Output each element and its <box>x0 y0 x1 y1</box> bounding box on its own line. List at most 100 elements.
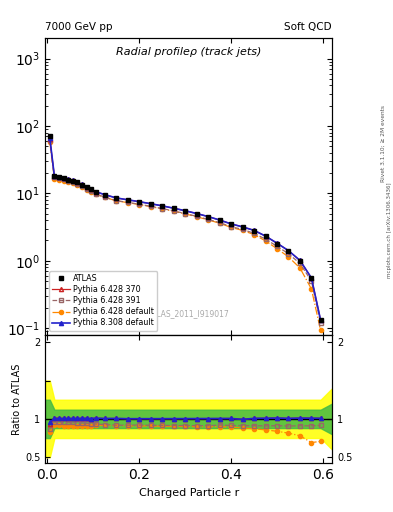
Pythia 6.428 391 <box>114 198 119 204</box>
ATLAS <box>103 192 107 198</box>
Line: Pythia 6.428 391: Pythia 6.428 391 <box>48 138 323 325</box>
Pythia 6.428 370 <box>286 248 291 254</box>
ATLAS <box>217 217 222 223</box>
Pythia 6.428 370 <box>183 208 187 214</box>
Pythia 6.428 370 <box>318 317 323 323</box>
Text: Soft QCD: Soft QCD <box>285 22 332 32</box>
ATLAS <box>275 241 279 247</box>
ATLAS <box>240 224 245 230</box>
ATLAS <box>93 189 98 195</box>
Pythia 8.308 default <box>194 210 199 217</box>
Text: Radial profileρ (track jets): Radial profileρ (track jets) <box>116 47 261 57</box>
ATLAS <box>298 258 302 264</box>
Pythia 6.428 default <box>70 180 75 186</box>
Pythia 6.428 370 <box>75 179 80 185</box>
Pythia 6.428 391 <box>229 224 233 230</box>
Text: 7000 GeV pp: 7000 GeV pp <box>45 22 113 32</box>
Pythia 6.428 default <box>57 177 61 183</box>
Pythia 6.428 391 <box>75 181 80 187</box>
Pythia 8.308 default <box>103 191 107 198</box>
Pythia 6.428 default <box>61 178 66 184</box>
Pythia 6.428 default <box>93 191 98 198</box>
Pythia 8.308 default <box>263 233 268 239</box>
Pythia 6.428 370 <box>61 175 66 181</box>
Pythia 6.428 370 <box>114 195 119 201</box>
Pythia 6.428 391 <box>57 175 61 181</box>
Pythia 6.428 370 <box>263 233 268 239</box>
Pythia 6.428 default <box>66 179 70 185</box>
Pythia 6.428 391 <box>263 236 268 242</box>
Pythia 6.428 370 <box>137 199 141 205</box>
Pythia 8.308 default <box>125 197 130 203</box>
Pythia 6.428 default <box>286 254 291 260</box>
Pythia 6.428 391 <box>89 188 94 194</box>
ATLAS <box>75 179 80 185</box>
Pythia 6.428 391 <box>137 201 141 207</box>
Pythia 6.428 391 <box>298 261 302 267</box>
Pythia 6.428 391 <box>125 199 130 205</box>
Pythia 6.428 default <box>171 208 176 215</box>
Pythia 6.428 370 <box>149 201 153 207</box>
Pythia 8.308 default <box>52 173 57 179</box>
Pythia 8.308 default <box>89 186 94 192</box>
Pythia 6.428 370 <box>275 240 279 246</box>
Pythia 6.428 default <box>252 231 256 238</box>
Pythia 8.308 default <box>229 221 233 227</box>
Pythia 6.428 391 <box>252 230 256 237</box>
Pythia 6.428 370 <box>66 176 70 182</box>
Pythia 6.428 370 <box>79 181 84 187</box>
Line: Pythia 6.428 370: Pythia 6.428 370 <box>48 137 323 322</box>
Pythia 8.308 default <box>298 258 302 264</box>
ATLAS <box>52 173 57 179</box>
Pythia 6.428 391 <box>61 176 66 182</box>
Pythia 8.308 default <box>93 188 98 195</box>
Pythia 6.428 370 <box>298 258 302 264</box>
Pythia 6.428 391 <box>84 185 89 191</box>
ATLAS <box>194 210 199 217</box>
Pythia 6.428 391 <box>160 205 165 211</box>
ATLAS <box>114 195 119 201</box>
Pythia 6.428 391 <box>318 320 323 326</box>
Pythia 8.308 default <box>61 175 66 181</box>
Pythia 6.428 default <box>298 265 302 271</box>
Pythia 6.428 391 <box>183 210 187 217</box>
Pythia 6.428 391 <box>70 179 75 185</box>
Pythia 6.428 370 <box>52 173 57 179</box>
Pythia 6.428 default <box>52 176 57 182</box>
Pythia 6.428 default <box>125 200 130 206</box>
Pythia 6.428 391 <box>217 220 222 226</box>
Pythia 8.308 default <box>160 203 165 209</box>
Pythia 6.428 370 <box>206 214 211 220</box>
Pythia 6.428 391 <box>149 203 153 209</box>
Pythia 8.308 default <box>240 224 245 230</box>
Pythia 6.428 370 <box>309 275 314 281</box>
Pythia 6.428 default <box>194 214 199 220</box>
Text: Rivet 3.1.10; ≥ 2M events: Rivet 3.1.10; ≥ 2M events <box>381 105 386 182</box>
Pythia 8.308 default <box>75 179 80 185</box>
ATLAS <box>125 197 130 203</box>
Pythia 6.428 default <box>206 217 211 223</box>
ATLAS <box>84 184 89 190</box>
ATLAS <box>89 186 94 193</box>
Pythia 6.428 391 <box>93 191 98 197</box>
Pythia 6.428 391 <box>275 243 279 249</box>
ATLAS <box>309 275 314 281</box>
Pythia 8.308 default <box>48 135 52 141</box>
Pythia 6.428 370 <box>125 197 130 203</box>
X-axis label: Charged Particle r: Charged Particle r <box>138 488 239 498</box>
ATLAS <box>61 175 66 181</box>
Pythia 6.428 391 <box>79 183 84 189</box>
Pythia 8.308 default <box>318 317 323 323</box>
ATLAS <box>171 205 176 211</box>
Pythia 6.428 default <box>240 227 245 233</box>
Pythia 6.428 default <box>149 204 153 210</box>
Pythia 6.428 391 <box>194 214 199 220</box>
Pythia 8.308 default <box>70 177 75 183</box>
Pythia 6.428 default <box>103 195 107 201</box>
Pythia 6.428 370 <box>194 210 199 217</box>
ATLAS <box>206 214 211 220</box>
ATLAS <box>160 203 165 209</box>
Pythia 8.308 default <box>57 174 61 180</box>
ATLAS <box>137 199 141 205</box>
Pythia 6.428 370 <box>93 188 98 195</box>
